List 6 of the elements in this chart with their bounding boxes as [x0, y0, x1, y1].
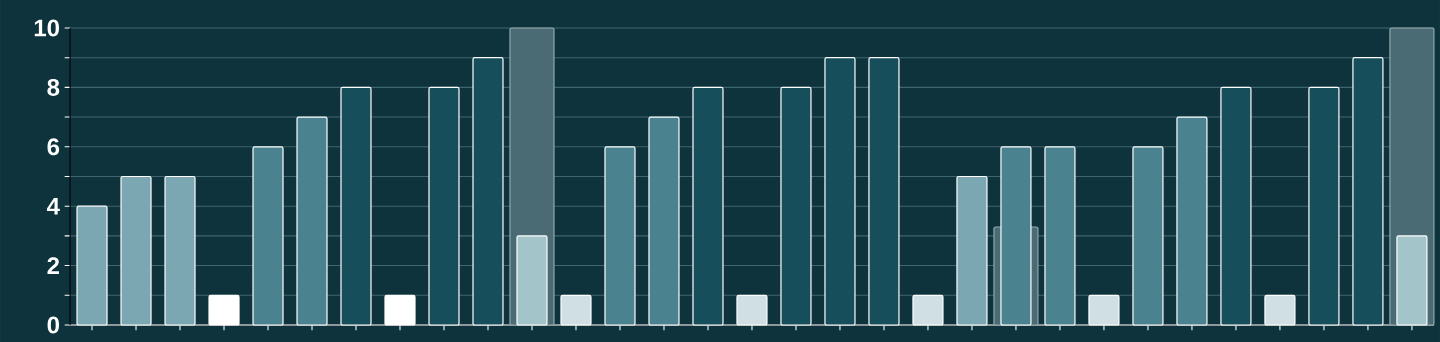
- y-tick-label: 6: [47, 138, 60, 156]
- y-tick-label: 2: [47, 257, 60, 274]
- y-tick-label: 0: [47, 316, 59, 334]
- y-tick-label: 4: [46, 197, 60, 215]
- y-tick-label: 8: [47, 78, 60, 96]
- y-tick-label: 10: [34, 19, 59, 37]
